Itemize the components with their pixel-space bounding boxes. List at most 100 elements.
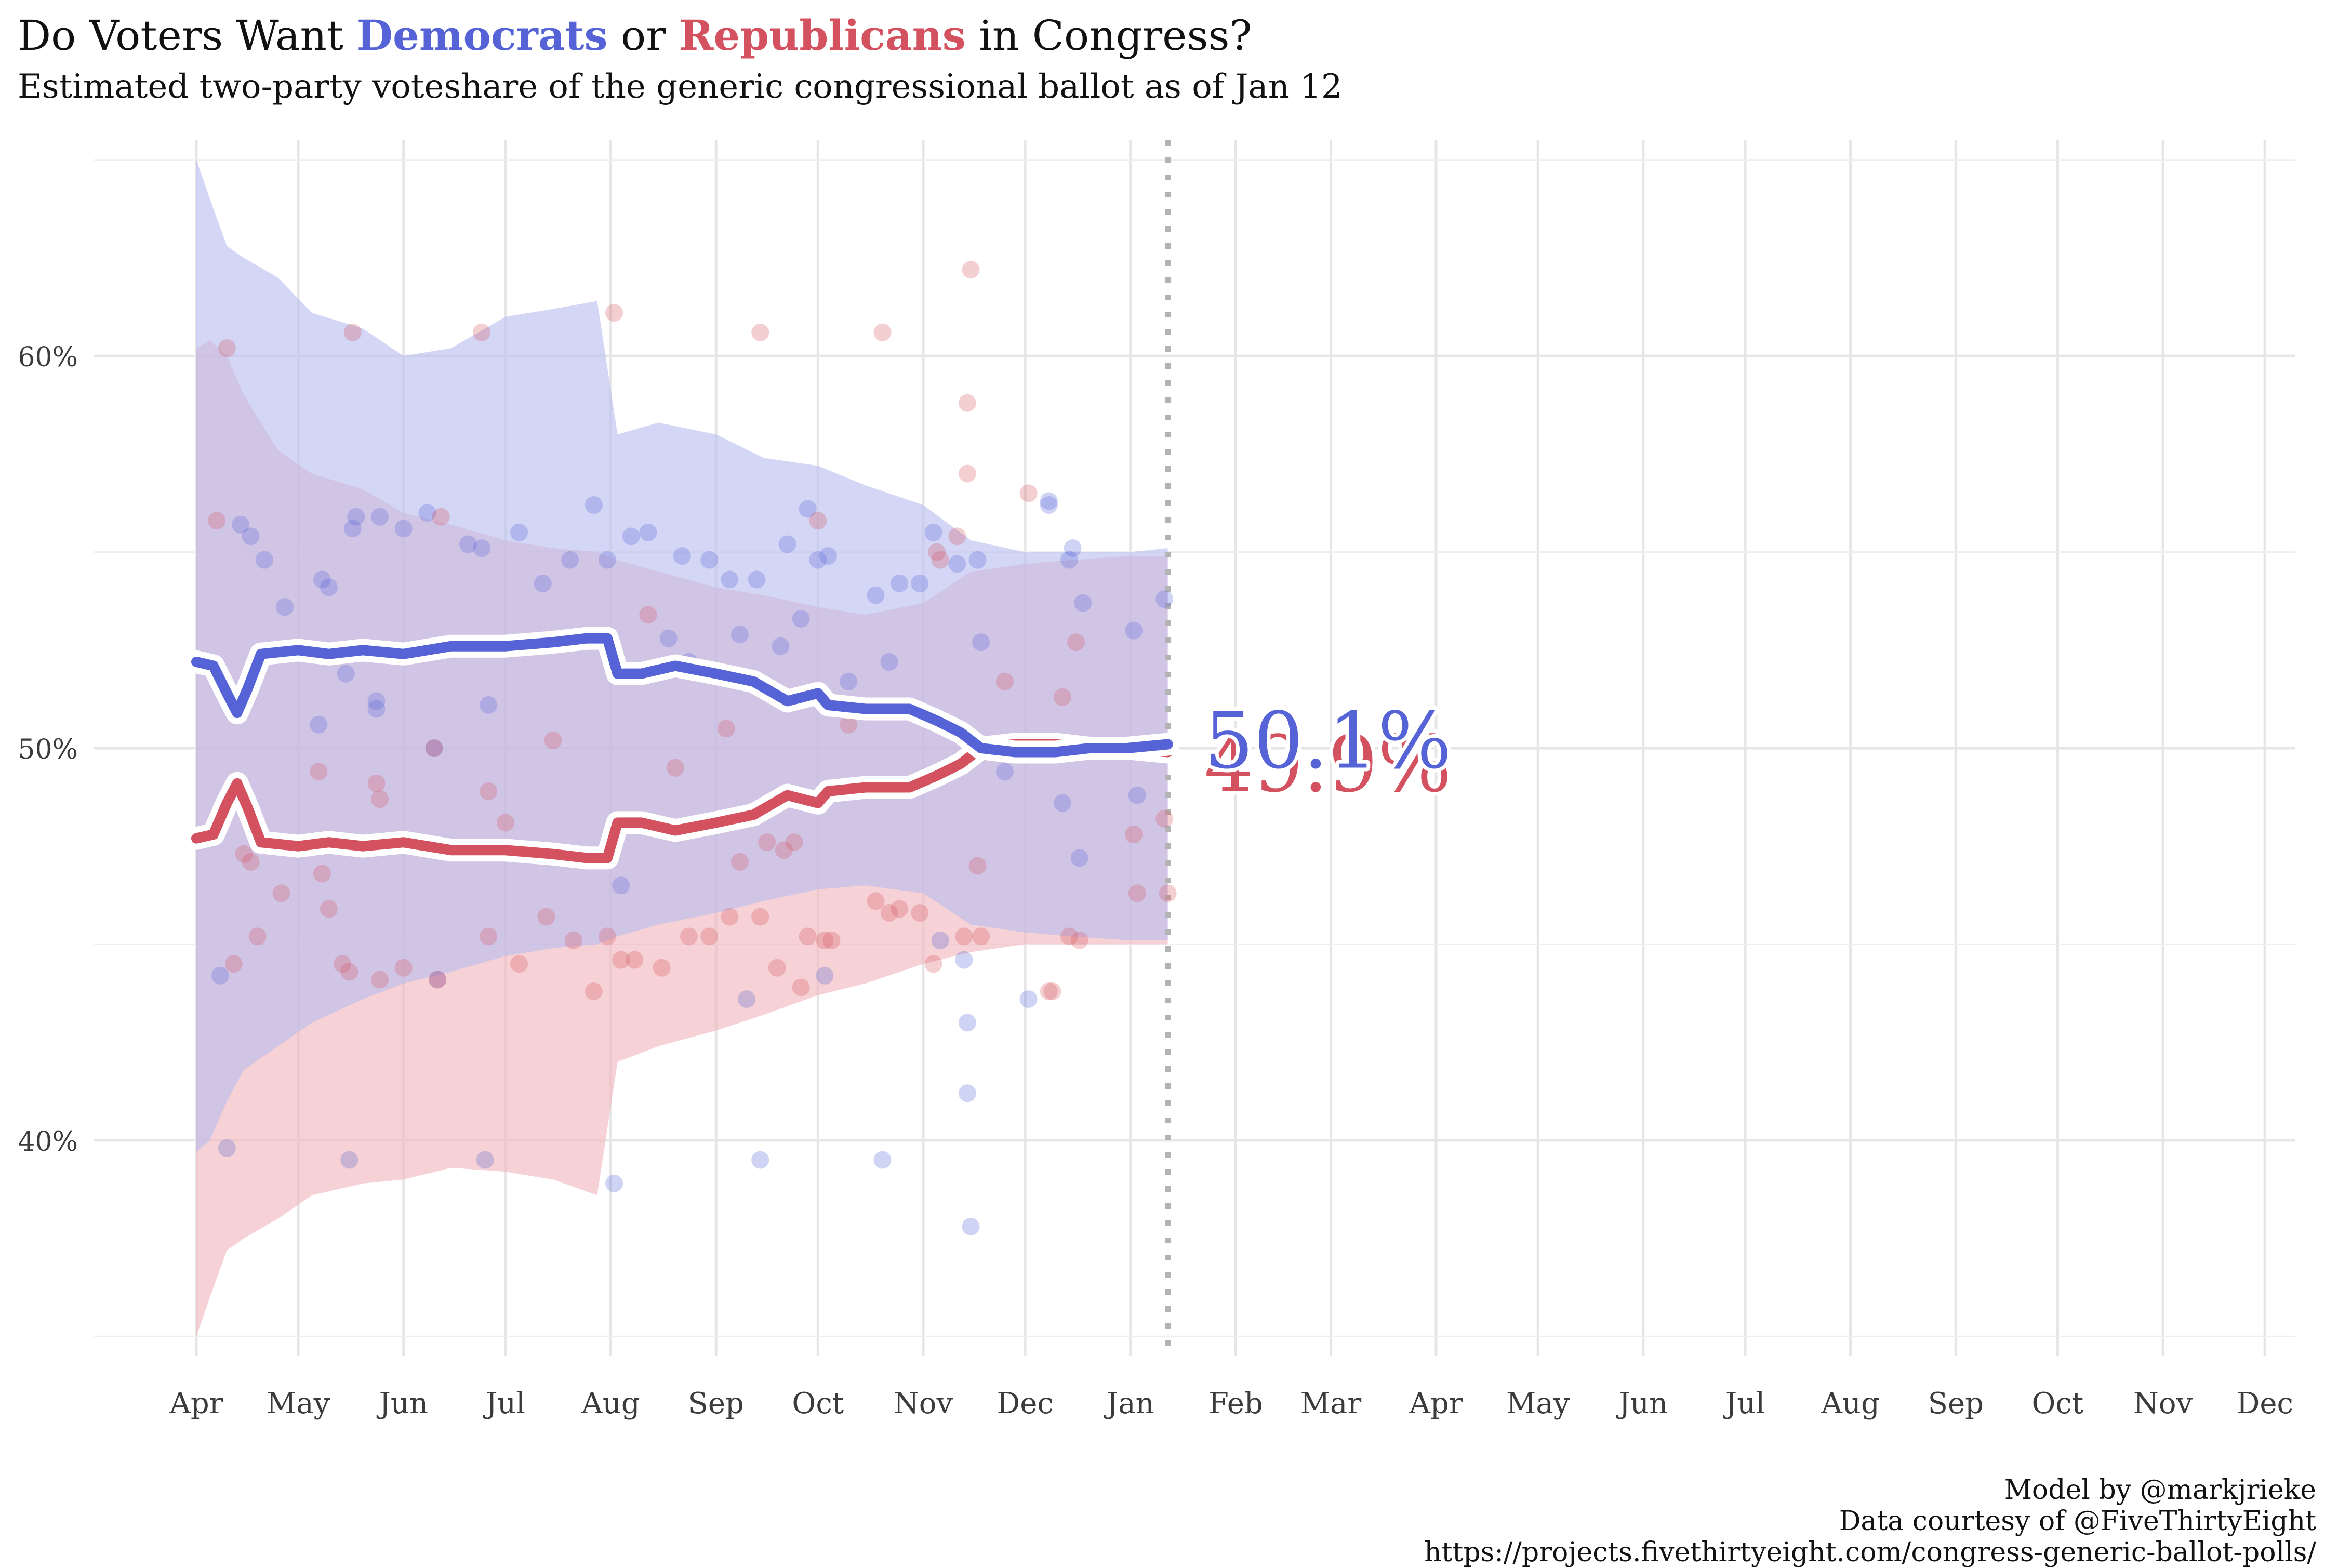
estimate-lines-layer bbox=[185, 627, 1179, 870]
x-tick-label: Oct bbox=[792, 1387, 844, 1420]
x-tick-label: May bbox=[1506, 1387, 1570, 1420]
republican-poll-point bbox=[371, 971, 389, 989]
democrat-poll-point bbox=[730, 626, 749, 644]
democrat-poll-point bbox=[320, 578, 338, 596]
democrat-poll-point bbox=[673, 547, 691, 565]
democrat-poll-point bbox=[337, 665, 355, 683]
x-tick-label: Apr bbox=[1409, 1387, 1463, 1420]
republican-poll-point bbox=[785, 833, 803, 852]
democrat-poll-point bbox=[473, 539, 491, 557]
republican-poll-point bbox=[1060, 927, 1079, 946]
caption: Model by @markjrieke Data courtesy of @F… bbox=[1424, 1474, 2316, 1568]
republican-poll-point bbox=[1067, 633, 1085, 652]
republican-poll-point bbox=[367, 774, 386, 792]
republican-poll-point bbox=[931, 551, 949, 569]
caption-url: https://projects.fivethirtyeight.com/con… bbox=[1424, 1537, 2316, 1568]
republican-poll-point bbox=[1053, 688, 1071, 706]
democrat-poll-point bbox=[751, 1151, 769, 1169]
democrat-poll-point bbox=[534, 574, 552, 592]
democrat-poll-point bbox=[840, 672, 858, 690]
republican-poll-point bbox=[955, 927, 973, 946]
x-tick-label: Aug bbox=[1821, 1387, 1879, 1420]
republican-poll-point bbox=[394, 959, 413, 977]
republican-poll-point bbox=[891, 900, 909, 918]
republican-poll-point bbox=[537, 908, 555, 926]
republican-poll-point bbox=[751, 908, 769, 926]
chart-title: Do Voters Want Democrats or Republicans … bbox=[18, 9, 1343, 62]
axis-labels-layer: Apr May Jun Jul Aug Sep Oct Nov Dec Jan Feb Mar Apr M… bbox=[18, 342, 2293, 1420]
republican-poll-point bbox=[496, 814, 514, 832]
republican-poll-point bbox=[717, 720, 735, 738]
republican-poll-point bbox=[564, 931, 582, 949]
democrat-poll-point bbox=[873, 1151, 892, 1169]
republican-poll-point bbox=[809, 512, 827, 530]
democrat-poll-point bbox=[622, 527, 640, 546]
democrat-poll-point bbox=[255, 551, 273, 569]
title-suffix: in Congress? bbox=[965, 11, 1252, 60]
republican-poll-point bbox=[924, 955, 942, 973]
democrat-poll-point bbox=[778, 535, 796, 553]
democrat-poll-point bbox=[955, 951, 973, 969]
republican-poll-point bbox=[334, 955, 352, 973]
democrat-poll-point bbox=[819, 547, 837, 565]
title-democrats: Democrats bbox=[356, 11, 608, 60]
republican-poll-point bbox=[730, 853, 749, 871]
democrat-poll-point bbox=[1070, 849, 1088, 867]
democrat-poll-point bbox=[924, 523, 942, 541]
republican-poll-point bbox=[584, 982, 603, 1000]
republican-poll-point bbox=[371, 790, 389, 808]
y-tick-label: 60% bbox=[18, 342, 78, 373]
x-tick-label: Aug bbox=[581, 1387, 640, 1420]
caption-data: Data courtesy of @FiveThirtyEight bbox=[1839, 1506, 2316, 1537]
democrat-poll-point bbox=[659, 629, 678, 647]
republican-poll-point bbox=[816, 931, 834, 949]
x-tick-label: Jan bbox=[1104, 1387, 1154, 1420]
republican-poll-point bbox=[320, 900, 338, 918]
republican-poll-point bbox=[751, 323, 769, 341]
republican-poll-point bbox=[680, 927, 698, 946]
democrat-poll-point bbox=[425, 739, 443, 757]
democrat-poll-point bbox=[911, 574, 929, 592]
democrat-poll-point bbox=[891, 574, 909, 592]
republican-poll-point bbox=[867, 892, 885, 910]
democrat-poll-point bbox=[1125, 621, 1143, 640]
republican-poll-point bbox=[310, 763, 328, 781]
republican-poll-point bbox=[873, 323, 892, 341]
democrat-poll-point bbox=[816, 966, 834, 985]
democrat-poll-point bbox=[599, 551, 617, 569]
democrat-poll-point bbox=[1053, 794, 1071, 812]
republican-poll-point bbox=[768, 959, 786, 977]
democrat-poll-point bbox=[639, 523, 657, 541]
x-tick-label: Mar bbox=[1300, 1387, 1362, 1420]
democrat-estimate-line bbox=[191, 633, 1173, 758]
democrat-poll-point bbox=[880, 653, 898, 671]
republican-poll-point bbox=[721, 908, 739, 926]
democrat-poll-point bbox=[1040, 496, 1058, 514]
democrat-poll-point bbox=[367, 692, 386, 710]
democrat-poll-point bbox=[480, 696, 498, 714]
x-tick-label: Jul bbox=[483, 1387, 525, 1420]
republican-poll-point bbox=[248, 927, 267, 946]
democrat-poll-point bbox=[584, 496, 603, 514]
democrat-poll-point bbox=[1060, 551, 1079, 569]
republican-poll-point bbox=[272, 884, 290, 902]
republican-poll-point bbox=[928, 543, 946, 561]
democrat-poll-point bbox=[211, 966, 229, 985]
democrat-poll-point bbox=[799, 500, 817, 518]
democrat-poll-point bbox=[313, 570, 331, 589]
x-tick-label: Nov bbox=[894, 1387, 953, 1420]
democrat-poll-point bbox=[242, 527, 260, 546]
republican-poll-point bbox=[880, 904, 898, 922]
democrat-poll-point bbox=[605, 1174, 623, 1192]
x-tick-label: Nov bbox=[2133, 1387, 2193, 1420]
republican-poll-point bbox=[700, 927, 719, 946]
republican-poll-point bbox=[208, 512, 226, 530]
x-tick-label: Sep bbox=[1928, 1387, 1984, 1420]
republican-poll-point bbox=[1043, 982, 1061, 1000]
republican-poll-point bbox=[599, 927, 617, 946]
republican-poll-point bbox=[775, 841, 793, 859]
x-tick-label: Jul bbox=[1723, 1387, 1765, 1420]
republican-poll-point bbox=[626, 951, 644, 969]
republican-poll-point bbox=[1155, 809, 1174, 828]
